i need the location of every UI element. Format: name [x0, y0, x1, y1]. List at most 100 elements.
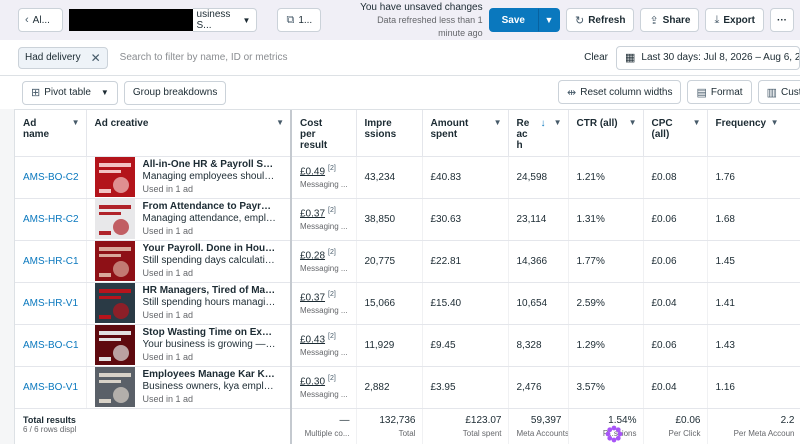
- back-button[interactable]: ‹ Al...: [18, 8, 64, 32]
- creative-description: Managing attendance, employe...: [142, 213, 277, 224]
- chevron-down-icon[interactable]: ▼: [628, 118, 637, 127]
- total-cpc-cell: £0.06 Per Click: [643, 408, 708, 444]
- group-breakdowns-button[interactable]: Group breakdowns: [123, 80, 227, 105]
- table-row[interactable]: AMS-HR-V1 HR Managers, Tired of Managi...…: [15, 282, 800, 325]
- cost-value[interactable]: £0.49: [300, 166, 326, 178]
- ad-name-cell: AMS-HR-C2: [15, 198, 87, 241]
- totals-row: Total results 6 / 6 rows displ — Multiple c…: [15, 408, 800, 444]
- chevron-down-icon: ▼: [544, 15, 554, 25]
- column-width-icon: ⇹: [567, 86, 577, 99]
- total-impressions: 132,736: [379, 414, 416, 426]
- close-icon[interactable]: ✕: [90, 50, 101, 65]
- save-dropdown-button[interactable]: ▼: [537, 8, 560, 32]
- refresh-button[interactable]: ↻ Refresh: [565, 8, 635, 32]
- col-impressions[interactable]: Impre ssions: [356, 110, 423, 157]
- creative-thumbnail[interactable]: [94, 367, 135, 407]
- format-button[interactable]: ▤ Format: [687, 80, 752, 104]
- table-row[interactable]: AMS-HR-C1 Your Payroll. Done in Hours, No…: [15, 240, 800, 283]
- creative-thumbnail[interactable]: [94, 199, 135, 239]
- ad-name-link[interactable]: AMS-BO-C2: [23, 171, 79, 183]
- date-range-picker[interactable]: ▦ Last 30 days: Jul 8, 2026 – Aug 6, 202…: [616, 45, 800, 70]
- cost-value[interactable]: £0.37: [300, 292, 326, 304]
- date-range-label: Last 30 days: Jul 8, 2026 – Aug 6, 2026: [641, 52, 800, 63]
- table-row[interactable]: AMS-BO-V1 Employees Manage Kar Kar Th...B…: [15, 366, 800, 409]
- impressions-cell: 38,850: [356, 198, 423, 241]
- ads-table: Ad name ▼ Ad creative ▼ Cost per result Im…: [14, 109, 800, 444]
- chevron-down-icon[interactable]: ▼: [770, 118, 779, 127]
- impressions-cell: 2,882: [356, 366, 423, 409]
- creative-thumbnail[interactable]: [94, 241, 135, 281]
- chevron-down-icon[interactable]: ▼: [493, 118, 502, 127]
- total-ctr: 1.54%: [608, 414, 637, 426]
- chevron-down-icon[interactable]: ▼: [71, 118, 80, 127]
- cost-per-result-cell: £0.37 [2] Messaging ...: [291, 282, 357, 325]
- format-label: Format: [710, 86, 743, 98]
- table-row[interactable]: AMS-BO-C2 All-in-One HR & Payroll Solutio…: [15, 156, 800, 199]
- chevron-down-icon[interactable]: ▼: [692, 118, 701, 127]
- save-group: Save ▼: [488, 8, 560, 32]
- reset-column-widths-button[interactable]: ⇹ Reset column widths: [558, 80, 682, 104]
- col-ad-creative[interactable]: Ad creative ▼: [86, 110, 292, 157]
- creative-description: Business owners, kya employee...: [142, 381, 277, 392]
- columns-icon: ▥: [766, 86, 777, 99]
- reach-cell: 8,328: [508, 324, 569, 367]
- more-button[interactable]: ···: [770, 8, 795, 32]
- ad-name-link[interactable]: AMS-HR-C1: [23, 255, 79, 267]
- toolbar-right: ⇹ Reset column widths ▤ Format ▥ Custom: [558, 80, 800, 104]
- creative-thumbnail[interactable]: [94, 157, 135, 197]
- views-button[interactable]: ⧉ 1...: [277, 8, 322, 32]
- col-frequency[interactable]: Frequency ▼: [707, 110, 800, 157]
- pivot-icon: ⊞: [31, 87, 41, 99]
- filter-chip[interactable]: Had delivery ✕: [18, 46, 108, 69]
- col-reach[interactable]: Re ac h ↓ ▼: [508, 110, 569, 157]
- clear-button[interactable]: Clear: [584, 52, 608, 63]
- cost-result-type: Messaging ...: [300, 348, 348, 358]
- cost-value[interactable]: £0.37: [300, 208, 326, 220]
- account-selector[interactable]: usiness S... ▼: [192, 8, 258, 32]
- col-amount-spent[interactable]: Amount spent ▼: [422, 110, 509, 157]
- spinner-dot: [611, 437, 617, 443]
- creative-thumbnail[interactable]: [94, 283, 135, 323]
- cost-result-type: Messaging ...: [300, 390, 348, 400]
- table-row[interactable]: AMS-HR-C2 From Attendance to Payroll — ..…: [15, 198, 800, 241]
- share-button[interactable]: ⇪ Share: [640, 8, 700, 32]
- sort-desc-icon[interactable]: ↓: [540, 118, 546, 129]
- share-label: Share: [662, 14, 691, 26]
- col-cost-per-result[interactable]: Cost per result: [291, 110, 357, 157]
- spent-cell: £9.45: [422, 324, 509, 367]
- table-row[interactable]: AMS-BO-C1 Stop Wasting Time on Excel. St.…: [15, 324, 800, 367]
- ad-name-link[interactable]: AMS-BO-C1: [23, 339, 79, 351]
- export-label: Export: [723, 14, 756, 26]
- save-button[interactable]: Save: [488, 8, 538, 32]
- creative-usage: Used in 1 ad: [142, 352, 194, 362]
- ad-name-link[interactable]: AMS-BO-V1: [23, 381, 79, 393]
- export-button[interactable]: ⤓ Export: [705, 8, 765, 32]
- chevron-down-icon[interactable]: ▼: [553, 118, 562, 127]
- cost-result-type: Messaging ...: [300, 180, 348, 190]
- col-ad-name[interactable]: Ad name ▼: [15, 110, 87, 157]
- refresh-label: Refresh: [588, 14, 626, 26]
- pivot-table-dropdown[interactable]: ⊞ Pivot table ▼: [22, 80, 118, 105]
- spinner-dot: [607, 427, 613, 433]
- search-input[interactable]: [119, 52, 420, 63]
- refreshed-text: Data refreshed less than 1 minute ago: [377, 14, 483, 38]
- unsaved-text: You have unsaved changes: [360, 1, 483, 13]
- table-toolbar: ⊞ Pivot table ▼ Group breakdowns ⇹ Reset…: [0, 76, 800, 109]
- creative-title: Stop Wasting Time on Excel. St...: [142, 327, 277, 338]
- chevron-down-icon[interactable]: ▼: [276, 118, 284, 127]
- ad-name-link[interactable]: AMS-HR-V1: [23, 297, 79, 309]
- reach-cell: 23,114: [508, 198, 569, 241]
- col-cpc[interactable]: CPC (all) ▼: [643, 110, 708, 157]
- total-ctr-cell: 1.54%P...ssions: [568, 408, 644, 444]
- col-ctr[interactable]: CTR (all) ▼: [568, 110, 644, 157]
- impressions-cell: 15,066: [356, 282, 423, 325]
- redacted-account-name: [69, 9, 193, 31]
- cost-value[interactable]: £0.28: [300, 250, 326, 262]
- customize-button[interactable]: ▥ Custom: [757, 80, 800, 104]
- ad-name-link[interactable]: AMS-HR-C2: [23, 213, 79, 225]
- cost-value[interactable]: £0.30: [300, 376, 326, 388]
- cost-value[interactable]: £0.43: [300, 334, 326, 346]
- creative-thumbnail[interactable]: [94, 325, 135, 365]
- loading-spinner-icon: [605, 425, 623, 443]
- creative-title: HR Managers, Tired of Managi...: [142, 285, 277, 296]
